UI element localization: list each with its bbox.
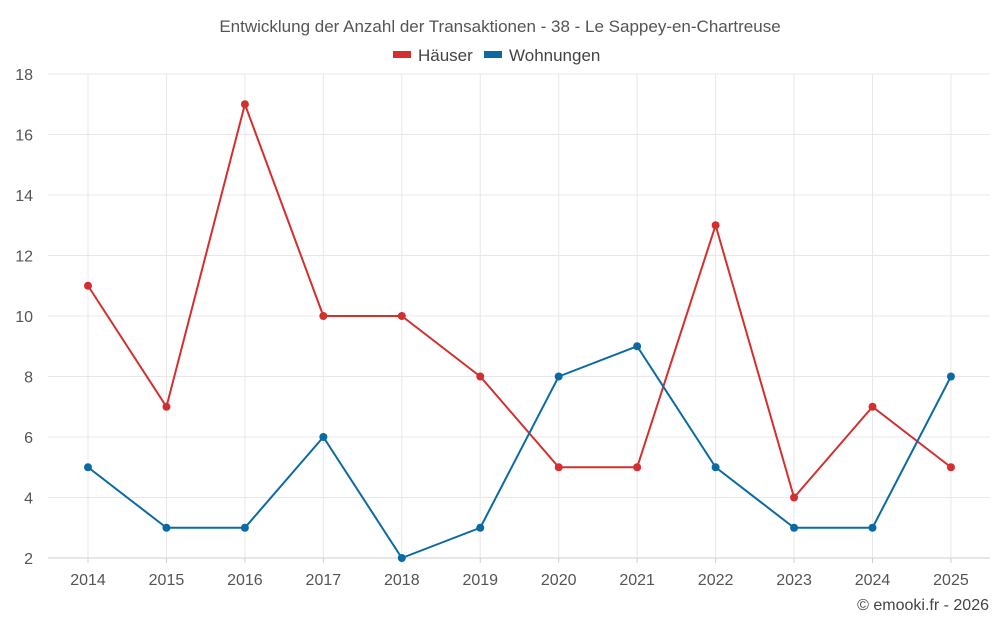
y-tick-label: 4 [24, 491, 33, 508]
data-point-wohnungen[interactable] [790, 523, 799, 532]
data-point-wohnungen[interactable] [633, 342, 642, 351]
data-point-wohnungen[interactable] [554, 372, 563, 381]
x-tick-label: 2023 [776, 572, 812, 589]
data-point-wohnungen[interactable] [711, 463, 720, 472]
x-tick-label: 2025 [933, 572, 969, 589]
y-tick-label: 14 [15, 188, 33, 205]
series-layer [84, 100, 955, 562]
y-tick-label: 8 [24, 370, 33, 387]
data-point-haeuser[interactable] [162, 402, 171, 411]
data-point-wohnungen[interactable] [162, 523, 171, 532]
y-tick-label: 10 [15, 309, 33, 326]
series-line-wohnungen [87, 345, 952, 559]
data-point-haeuser[interactable] [633, 463, 642, 472]
legend-swatch-haeuser [393, 51, 411, 58]
data-point-wohnungen[interactable] [868, 523, 877, 532]
x-tick-label: 2020 [541, 572, 577, 589]
data-point-wohnungen[interactable] [84, 463, 92, 472]
data-point-haeuser[interactable] [946, 463, 955, 472]
data-point-haeuser[interactable] [319, 312, 328, 320]
data-point-haeuser[interactable] [868, 402, 877, 411]
x-tick-label: 2024 [855, 572, 891, 589]
series-line-haeuser [87, 103, 952, 499]
x-tick-label: 2016 [227, 572, 263, 589]
x-tick-label: 2021 [619, 572, 655, 589]
axes: 2 4 6 8 10 12 14 16 18 2014 2015 2016 2017 2018 2019 20… [15, 67, 990, 589]
data-point-wohnungen[interactable] [946, 372, 955, 381]
data-point-haeuser[interactable] [84, 281, 92, 290]
x-tick-label: 2022 [698, 572, 734, 589]
legend: Häuser Wohnungen [393, 46, 600, 65]
x-tick-label: 2014 [70, 572, 106, 589]
y-tick-label: 18 [15, 67, 33, 84]
y-tick-label: 6 [24, 430, 33, 447]
chart-title: Entwicklung der Anzahl der Transaktionen… [219, 17, 780, 36]
data-point-haeuser[interactable] [790, 493, 799, 502]
credit-text: © emooki.fr - 2026 [857, 597, 989, 614]
data-point-haeuser[interactable] [711, 221, 720, 230]
data-point-wohnungen[interactable] [397, 554, 406, 562]
data-point-wohnungen[interactable] [240, 523, 249, 532]
y-tick-label: 2 [24, 551, 33, 568]
data-point-wohnungen[interactable] [476, 523, 485, 532]
data-point-haeuser[interactable] [554, 463, 563, 472]
data-point-haeuser[interactable] [240, 100, 249, 109]
x-tick-label: 2018 [384, 572, 420, 589]
y-tick-label: 12 [15, 249, 33, 266]
x-tick-label: 2019 [462, 572, 498, 589]
legend-swatch-wohnungen [484, 51, 502, 58]
x-tick-label: 2017 [306, 572, 342, 589]
data-point-haeuser[interactable] [476, 372, 485, 381]
legend-label-haeuser: Häuser [418, 46, 473, 65]
x-tick-label: 2015 [149, 572, 185, 589]
data-point-wohnungen[interactable] [319, 433, 328, 441]
y-tick-label: 16 [15, 128, 33, 145]
legend-label-wohnungen: Wohnungen [509, 46, 600, 65]
data-point-haeuser[interactable] [397, 312, 406, 320]
